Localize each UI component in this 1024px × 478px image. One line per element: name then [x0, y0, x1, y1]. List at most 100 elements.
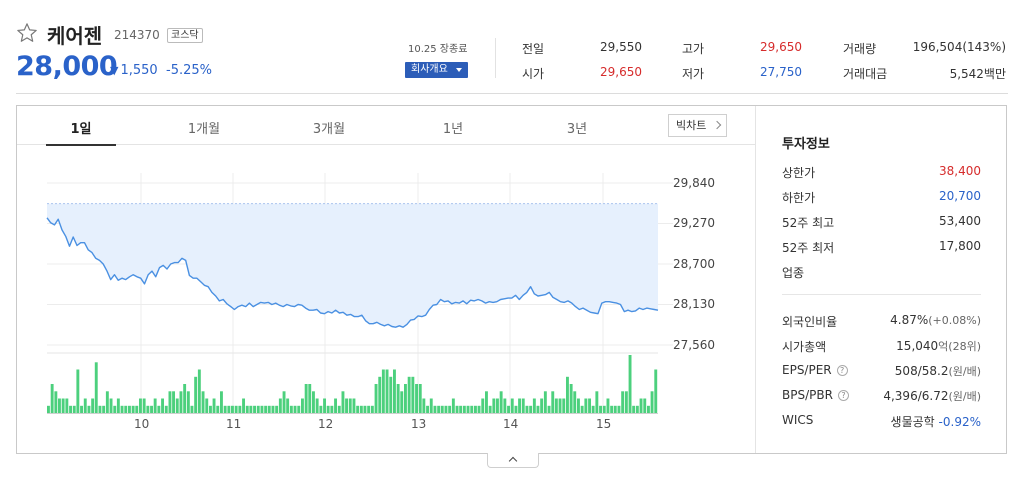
volume-bar	[370, 405, 374, 414]
y-tick-label: 28,700	[673, 257, 715, 271]
volume-bar	[374, 384, 378, 413]
foreign-ratio-value: 4.87%(+0.08%)	[890, 313, 981, 327]
volume-bar	[654, 369, 658, 413]
market-cap-unit: 억(28위)	[938, 340, 981, 353]
market-close-label: 10.25 장종료	[408, 44, 468, 55]
volume-bar	[249, 405, 253, 414]
volume-bar	[65, 398, 69, 413]
upper-limit-value: 38,400	[939, 164, 981, 178]
volume-bar	[102, 405, 106, 414]
wics-value[interactable]: 생물공학 -0.92%	[891, 413, 981, 430]
collapse-button[interactable]	[487, 453, 539, 468]
tab-1year[interactable]: 1년	[442, 122, 464, 137]
price-change-pct: -5.25%	[166, 63, 212, 78]
tab-1month[interactable]: 1개월	[187, 122, 221, 137]
volume-bar	[356, 405, 360, 414]
volume-bar	[474, 405, 477, 414]
volume-bar	[334, 398, 337, 413]
volume-bar	[161, 398, 164, 413]
volume-bar	[525, 405, 529, 414]
volume-bar	[595, 391, 599, 414]
high52-value: 53,400	[939, 214, 981, 228]
help-icon[interactable]: ?	[837, 390, 849, 401]
volume-bar	[588, 398, 591, 413]
volume-bar	[624, 391, 628, 414]
price-change-value: 1,550	[120, 63, 158, 78]
volume-bar	[367, 405, 371, 414]
volume-bar	[197, 369, 201, 413]
volume-bar	[610, 405, 614, 414]
low52-value: 17,800	[939, 239, 981, 253]
chevron-up-icon	[508, 456, 518, 466]
volume-bar	[437, 405, 441, 414]
volume-bar	[175, 398, 179, 413]
market-cap-value: 15,040억(28위)	[896, 338, 981, 354]
volume-bar	[448, 405, 452, 414]
upper-limit-label: 상한가	[782, 166, 816, 180]
stock-code: 214370	[114, 28, 160, 42]
volume-bar	[415, 384, 418, 413]
volume-bar	[120, 405, 124, 414]
volume-bar	[496, 398, 499, 413]
volume-bar	[289, 405, 293, 414]
volume-bar	[91, 398, 95, 413]
volume-bar	[315, 398, 319, 413]
lower-limit-row: 하한가 20,700	[782, 189, 981, 205]
upper-limit-row: 상한가 38,400	[782, 164, 981, 180]
volume-bar	[297, 405, 301, 414]
volume-bar	[510, 398, 514, 413]
current-price: 28,000	[16, 51, 118, 82]
favorite-star-icon[interactable]	[16, 22, 38, 44]
caret-down-icon	[456, 68, 462, 72]
big-chart-label: 빅차트	[676, 119, 707, 132]
big-chart-button[interactable]: 빅차트	[668, 114, 727, 137]
company-overview-button[interactable]: 회사개요	[405, 62, 468, 78]
volume-bar	[389, 376, 393, 414]
volume-bar	[503, 398, 507, 413]
bps-pbr-row: BPS/PBR? 4,396/6.72(원/배)	[782, 388, 981, 404]
volume-bar	[267, 405, 271, 414]
tab-1day[interactable]: 1일	[70, 122, 92, 137]
volume-bar	[426, 405, 429, 414]
volume-bar	[223, 405, 227, 414]
tab-3year[interactable]: 3년	[566, 122, 588, 137]
volume-bar	[186, 391, 190, 414]
wics-sector: 생물공학	[890, 415, 935, 429]
volume-bar	[201, 391, 205, 414]
period-tabs: 1일 1개월 3개월 1년 3년 빅차트	[17, 106, 755, 146]
volume-bar	[142, 398, 146, 413]
eps-per-number: 508/58.2	[894, 364, 949, 378]
eps-per-label-wrap: EPS/PER?	[782, 363, 848, 377]
volume-bar	[131, 405, 135, 414]
down-arrow-icon: ▼	[110, 64, 119, 77]
y-tick-label: 29,270	[673, 216, 715, 230]
volume-bar	[58, 398, 61, 413]
volume-bar	[87, 405, 91, 414]
high52-row: 52주 최고 53,400	[782, 214, 981, 230]
lower-limit-label: 하한가	[782, 191, 816, 205]
volume-bar	[238, 405, 242, 414]
volume-bar	[466, 405, 470, 414]
volume-bar	[190, 405, 194, 414]
volume-bar	[116, 398, 120, 413]
volume-bar	[319, 405, 323, 414]
volume-bar	[532, 398, 536, 413]
volume-bar	[47, 405, 50, 414]
price-area-fill	[47, 203, 658, 328]
volume-bar	[551, 391, 555, 414]
volume-bar	[209, 405, 212, 414]
volume-bar	[256, 405, 260, 414]
y-tick-label: 29,840	[673, 176, 715, 190]
help-icon[interactable]: ?	[836, 365, 848, 376]
low-label: 저가	[682, 67, 705, 81]
price-series-line	[46, 217, 659, 328]
volume-bar	[407, 376, 411, 414]
volume-bar	[647, 405, 650, 414]
x-tick-label: 14	[503, 417, 519, 431]
volume-bar	[61, 398, 65, 413]
volume-bar	[529, 405, 533, 414]
tab-3month[interactable]: 3개월	[312, 122, 346, 137]
volume-bar	[429, 398, 433, 413]
x-tick-label: 11	[226, 417, 242, 431]
volume-bar	[146, 405, 150, 414]
